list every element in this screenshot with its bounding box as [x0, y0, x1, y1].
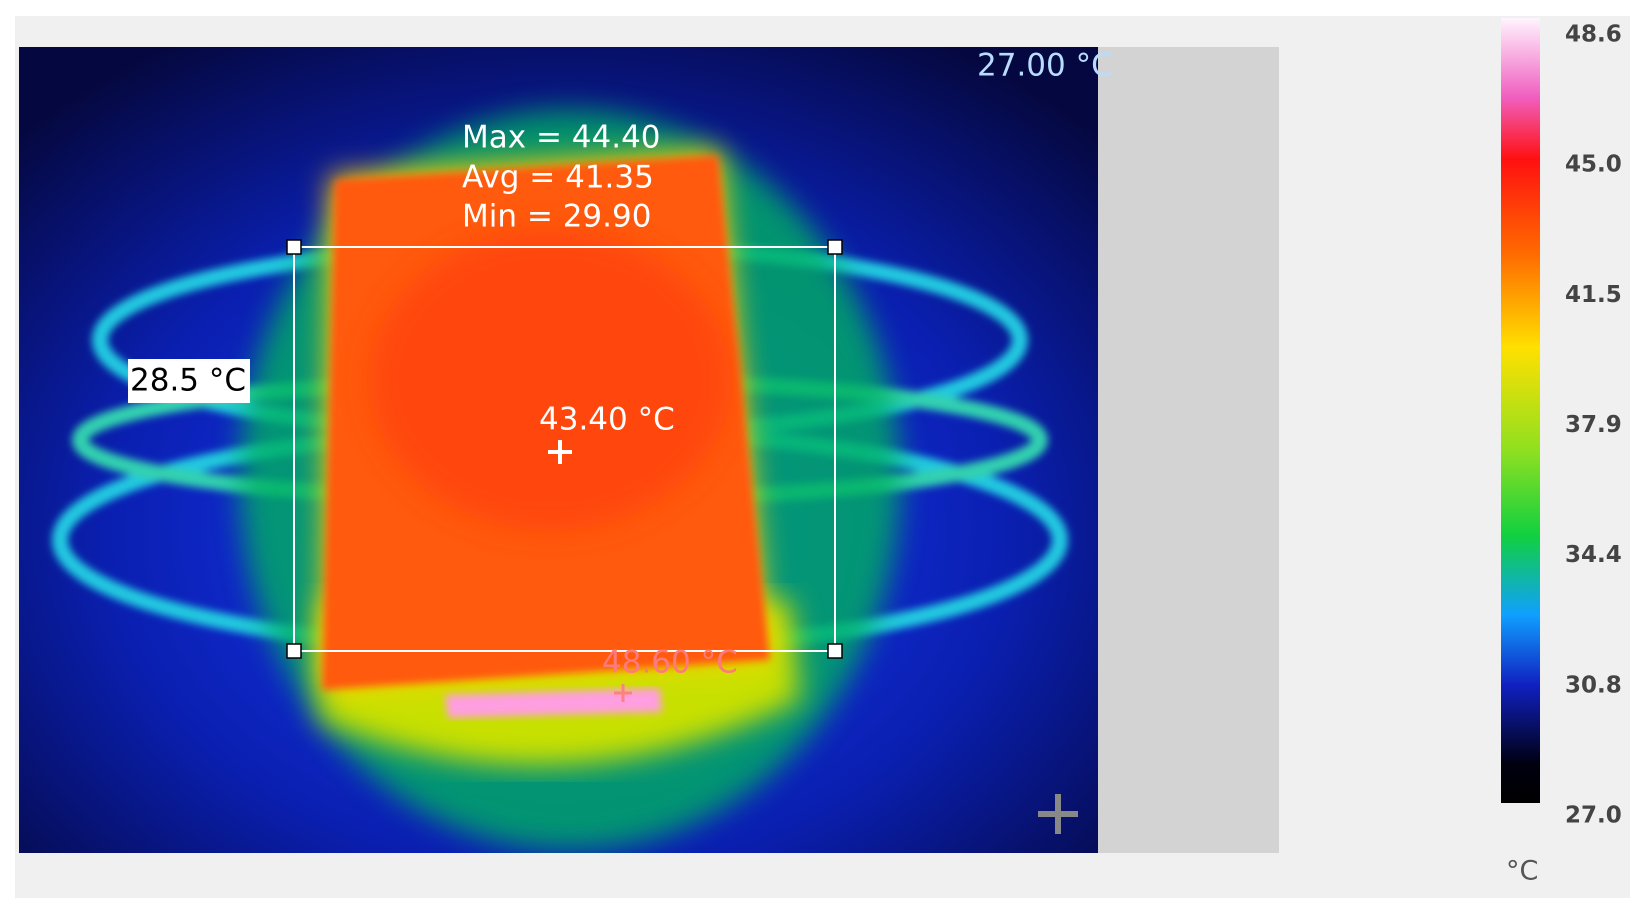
color-bar-ticks: 48.6 45.0 41.5 37.9 34.4 30.8 27.0 — [1565, 22, 1622, 829]
roi-avg: Avg = 41.35 — [462, 160, 654, 196]
roi-min: Min = 29.90 — [462, 199, 651, 235]
tick-label: 45.0 — [1565, 152, 1622, 178]
roi-max: Max = 44.40 — [462, 120, 661, 156]
tick-label: 27.0 — [1565, 803, 1622, 829]
tick-label: 37.9 — [1565, 412, 1622, 438]
unit-label: °C — [1506, 856, 1538, 887]
spot-label: 28.5 °C — [130, 363, 246, 399]
tick-label: 30.8 — [1565, 672, 1622, 698]
hotspot-label: 48.60 °C — [602, 645, 738, 681]
center-label: 43.40 °C — [539, 402, 675, 438]
tick-label: 48.6 — [1565, 22, 1622, 48]
empty-area — [1098, 47, 1279, 853]
thermal-image — [19, 47, 1098, 853]
tick-label: 34.4 — [1565, 542, 1622, 568]
corner-label: 27.00 °C — [977, 48, 1113, 84]
color-bar — [1501, 18, 1540, 803]
tick-label: 41.5 — [1565, 282, 1622, 308]
